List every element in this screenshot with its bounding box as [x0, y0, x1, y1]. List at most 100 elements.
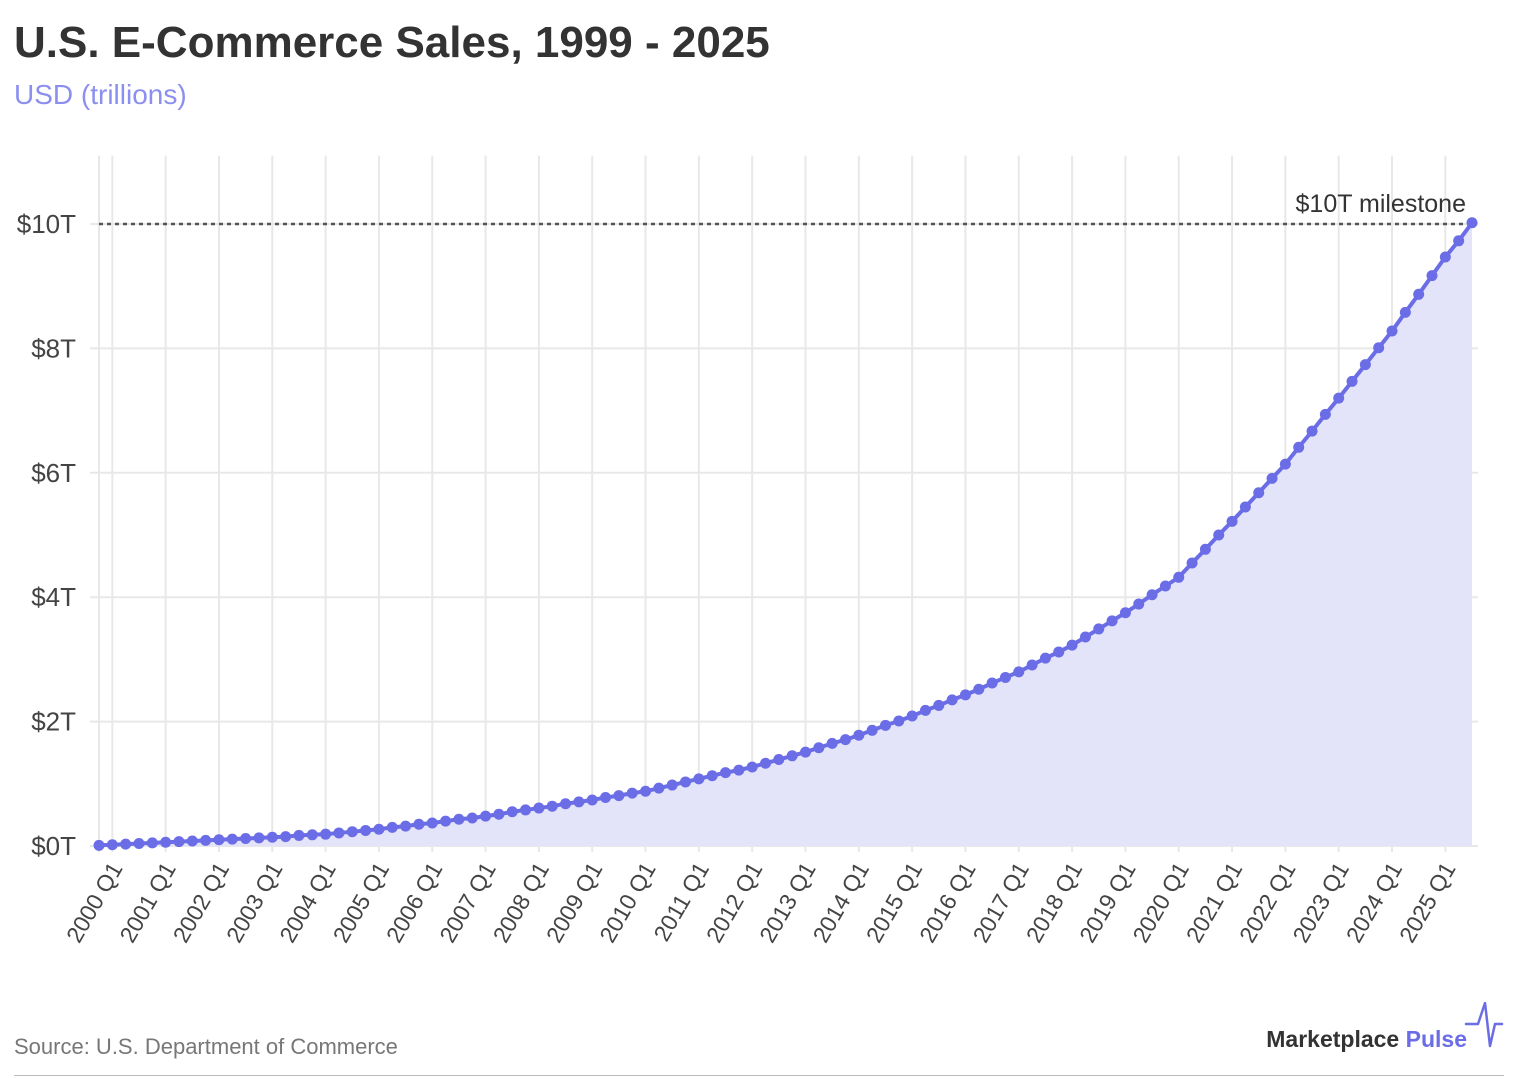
data-point	[1026, 659, 1038, 671]
data-point	[893, 715, 905, 727]
data-point	[1346, 375, 1358, 387]
data-point	[93, 839, 105, 851]
bottom-divider	[14, 1075, 1504, 1076]
data-point	[933, 699, 945, 711]
data-point	[1319, 408, 1331, 420]
data-point	[1053, 646, 1065, 658]
data-point	[520, 804, 532, 816]
area-layer	[99, 222, 1472, 846]
data-point	[786, 750, 798, 762]
data-point	[213, 834, 225, 846]
data-point	[733, 764, 745, 776]
pulse-line-icon	[1464, 1001, 1504, 1048]
data-point	[1253, 487, 1265, 499]
data-point	[800, 746, 811, 758]
data-point	[1106, 615, 1118, 627]
data-point	[493, 808, 505, 820]
data-point	[400, 820, 412, 832]
data-point	[1199, 543, 1211, 555]
data-point	[1373, 342, 1385, 354]
data-point	[866, 724, 878, 736]
data-point	[706, 770, 718, 782]
data-point	[1239, 501, 1251, 513]
data-point	[906, 710, 918, 722]
data-point	[453, 813, 465, 825]
data-point	[680, 776, 692, 788]
data-point	[600, 791, 612, 803]
data-point	[746, 761, 758, 773]
data-point	[1146, 589, 1158, 601]
milestone-label: $10T milestone	[1296, 190, 1466, 218]
data-point	[720, 767, 732, 779]
data-point	[693, 773, 705, 785]
data-point	[560, 798, 572, 810]
data-point	[1079, 631, 1091, 643]
data-point	[506, 806, 518, 818]
data-point	[1306, 425, 1318, 437]
data-point	[1119, 607, 1131, 619]
data-point	[640, 785, 652, 797]
data-point	[480, 810, 492, 822]
data-point	[1213, 529, 1225, 541]
data-point	[999, 671, 1011, 683]
y-tick-label: $0T	[31, 831, 76, 861]
data-point	[146, 837, 158, 849]
data-point	[773, 754, 785, 766]
data-point	[626, 787, 638, 799]
data-point	[373, 823, 385, 835]
data-point	[440, 815, 452, 827]
data-point	[653, 782, 665, 794]
data-point	[959, 689, 971, 701]
logo-text-accent: Pulse	[1405, 1026, 1467, 1052]
data-point	[826, 737, 838, 749]
data-point	[1279, 458, 1291, 470]
data-point	[760, 757, 771, 769]
y-tick-label: $4T	[31, 582, 76, 612]
data-point	[546, 800, 558, 812]
y-tick-label: $6T	[31, 458, 76, 488]
data-point	[333, 827, 345, 839]
data-point	[666, 779, 678, 791]
data-point	[160, 836, 172, 848]
data-point	[879, 719, 891, 731]
data-point	[1133, 598, 1145, 610]
data-point	[280, 831, 292, 843]
data-point	[1173, 571, 1185, 583]
data-point	[173, 836, 185, 848]
data-point	[346, 826, 358, 838]
data-point	[1359, 359, 1371, 371]
data-point	[253, 832, 265, 844]
data-point	[1413, 288, 1425, 300]
data-point	[386, 821, 398, 833]
data-point	[1093, 623, 1105, 635]
data-point	[1453, 235, 1465, 247]
data-point	[413, 818, 425, 830]
data-point	[839, 734, 851, 746]
data-point	[919, 704, 931, 716]
data-point	[853, 729, 865, 741]
data-point	[1266, 472, 1278, 484]
data-point	[200, 834, 212, 846]
data-point	[186, 835, 198, 847]
data-point	[466, 812, 478, 824]
data-point	[813, 742, 825, 754]
y-tick-label: $8T	[31, 333, 76, 363]
data-point	[360, 824, 372, 836]
data-point	[106, 839, 118, 851]
data-point	[120, 838, 132, 850]
points-layer	[93, 217, 1478, 851]
data-point	[946, 694, 958, 706]
data-point	[1066, 639, 1078, 651]
brand-logo: Marketplace Pulse	[1266, 1028, 1467, 1051]
data-point	[1159, 580, 1171, 592]
series-area	[99, 222, 1472, 846]
data-point	[573, 796, 585, 808]
data-point	[613, 790, 625, 802]
data-point	[426, 817, 438, 829]
data-point	[533, 802, 545, 814]
data-point	[266, 831, 278, 843]
data-point	[986, 677, 998, 689]
data-point	[1466, 217, 1478, 229]
data-point	[1386, 325, 1398, 337]
